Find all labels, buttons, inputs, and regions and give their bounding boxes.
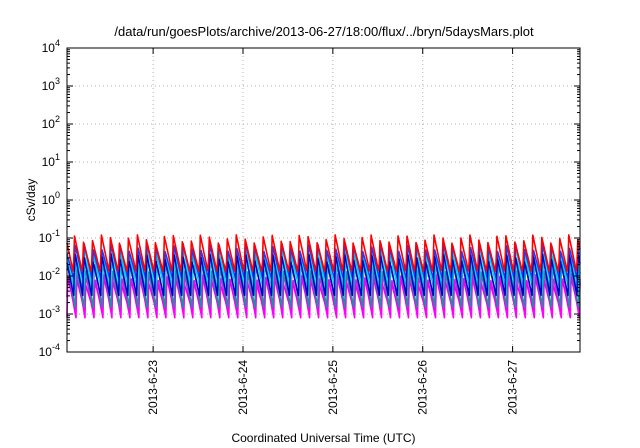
y-tick-label: 102	[42, 114, 60, 131]
x-tick-label: 2013-6-27	[506, 360, 520, 415]
series-line	[66, 276, 581, 311]
x-tick-label: 2013-6-26	[416, 360, 430, 415]
grid	[67, 48, 580, 352]
x-tick-label: 2013-6-23	[146, 360, 160, 415]
x-tick-label: 2013-6-24	[236, 360, 250, 415]
y-tick-label: 101	[42, 152, 60, 169]
y-tick-label: 104	[42, 38, 60, 55]
series-group	[66, 234, 581, 319]
series-line	[66, 242, 581, 279]
y-tick-label: 10-2	[39, 266, 60, 283]
chart-title: /data/run/goesPlots/archive/2013-06-27/1…	[114, 24, 534, 39]
series-line	[66, 253, 581, 297]
series-line	[66, 234, 581, 273]
y-tick-label: 103	[42, 76, 60, 93]
series-line	[66, 254, 581, 291]
y-tick-label: 100	[42, 190, 60, 207]
axis-ticks: 10-4 10-3 10-2 10-1 100 101 102 103 104 2013-6-23…	[39, 38, 580, 415]
x-tick-label: 2013-6-25	[326, 360, 340, 415]
x-axis-label: Coordinated Universal Time (UTC)	[231, 431, 415, 445]
y-tick-label: 10-3	[39, 304, 60, 321]
y-axis-label: cSv/day	[24, 179, 38, 222]
y-tick-label: 10-4	[39, 342, 60, 359]
y-tick-label: 10-1	[39, 228, 60, 245]
